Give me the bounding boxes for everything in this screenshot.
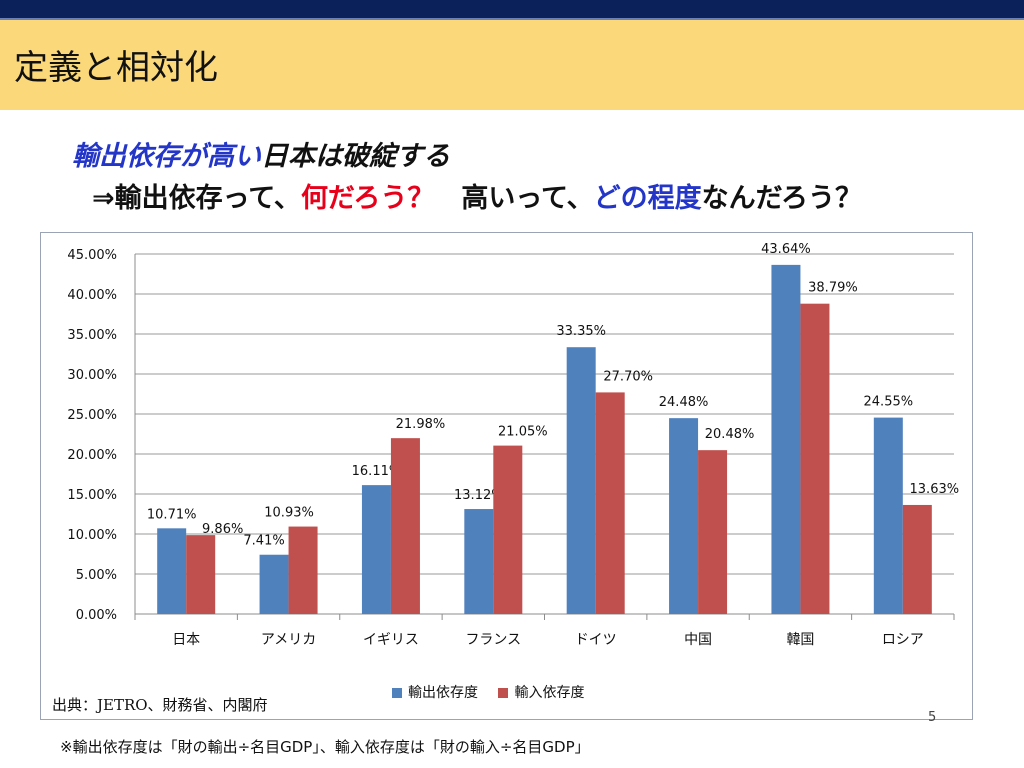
y-tick-label: 5.00% [76, 568, 117, 583]
import-bar [698, 450, 728, 614]
import-bar [186, 535, 216, 614]
export-bar [566, 347, 596, 614]
legend-label-import: 輸入依存度 [514, 685, 585, 701]
import-data-label: 27.70% [603, 369, 653, 384]
y-tick-label: 10.00% [67, 528, 117, 543]
import-data-label: 13.63% [910, 482, 960, 497]
legend-item-import: 輸入依存度 [498, 685, 584, 701]
import-bar [902, 504, 932, 614]
top-stripe [0, 0, 1024, 20]
bar-chart: 0.00% 5.00% 10.00% 15.00% 20.00% 25.00% 30.00%… [67, 242, 960, 648]
legend-swatch-import [498, 688, 509, 698]
export-bar [361, 485, 391, 614]
subtitle-line-2: ⇒輸出依存って、何だろう？ 高いって、どの程度なんだろう？ [92, 176, 862, 215]
x-tick-label: ドイツ [575, 632, 617, 648]
subtitle-highlight: 輸出依存が高い [72, 141, 261, 172]
x-tick-label: アメリカ [261, 632, 316, 648]
y-tick-label: 30.00% [67, 368, 117, 383]
import-data-label: 10.93% [264, 506, 314, 521]
export-bar [259, 554, 289, 614]
export-bar [157, 528, 187, 614]
y-tick-label: 25.00% [67, 408, 117, 423]
chart-frame: 0.00% 5.00% 10.00% 15.00% 20.00% 25.00% 30.00%… [40, 232, 973, 720]
import-bar [800, 303, 830, 614]
subtitle2-prefix: ⇒輸出依存って、 [92, 183, 301, 214]
legend-item-export: 輸出依存度 [392, 685, 478, 701]
slide-title: 定義と相対化 [14, 48, 218, 88]
legend-swatch-export [392, 688, 402, 698]
subtitle2-suffix: なんだろう？ [701, 183, 863, 214]
x-tick-label: ロシア [882, 632, 924, 648]
subtitle-rest: 日本は破綻する [261, 141, 450, 172]
export-data-label: 10.71% [147, 507, 197, 522]
y-tick-label: 20.00% [67, 448, 117, 463]
x-tick-label: フランス [465, 632, 521, 648]
x-tick-label: 日本 [172, 632, 200, 648]
export-data-label: 7.41% [243, 534, 284, 549]
footnote: ※輸出依存度は「財の輸出÷名目GDP」、輸入依存度は「財の輸入÷名目GDP」 [60, 738, 590, 756]
import-data-label: 38.79% [808, 281, 858, 296]
export-data-label: 33.35% [556, 324, 606, 339]
x-tick-label: イギリス [363, 632, 419, 648]
title-bar [0, 20, 1024, 110]
import-data-label: 20.48% [705, 427, 755, 442]
export-bar [771, 264, 801, 614]
y-tick-label: 35.00% [67, 328, 117, 343]
subtitle2-blue: どの程度 [593, 183, 702, 214]
x-tick-label: 中国 [684, 632, 712, 648]
chart-legend: 輸出依存度 輸入依存度 [392, 682, 600, 702]
export-data-label: 24.48% [659, 395, 709, 410]
export-bar [669, 418, 699, 614]
y-tick-label: 40.00% [67, 288, 117, 303]
y-tick-label: 15.00% [67, 488, 117, 503]
subtitle2-middle: 高いって、 [434, 183, 594, 214]
x-tick-label: 韓国 [786, 632, 814, 648]
import-data-label: 21.05% [498, 425, 548, 440]
import-data-label: 21.98% [396, 417, 446, 432]
export-bar [464, 509, 494, 614]
y-tick-label: 45.00% [67, 248, 117, 263]
y-tick-label: 0.00% [76, 608, 117, 623]
import-data-label: 9.86% [202, 522, 243, 537]
subtitle2-red: 何だろう？ [300, 183, 435, 214]
import-bar [493, 445, 523, 614]
export-bar [873, 417, 903, 614]
export-data-label: 43.64% [761, 242, 811, 257]
export-data-label: 16.11% [352, 464, 402, 479]
import-bar [288, 526, 318, 614]
top-stripe-line [0, 18, 1024, 20]
page-number: 5 [928, 710, 937, 725]
export-data-label: 24.55% [864, 395, 914, 410]
legend-label-export: 輸出依存度 [408, 685, 478, 701]
subtitle-line-1: 輸出依存が高い日本は破綻する [72, 134, 450, 173]
import-bar [390, 438, 420, 614]
import-bar [595, 392, 625, 614]
export-data-label: 13.12% [454, 488, 504, 503]
source-note: 出典：JETRO、財務省、内閣府 [52, 696, 268, 714]
